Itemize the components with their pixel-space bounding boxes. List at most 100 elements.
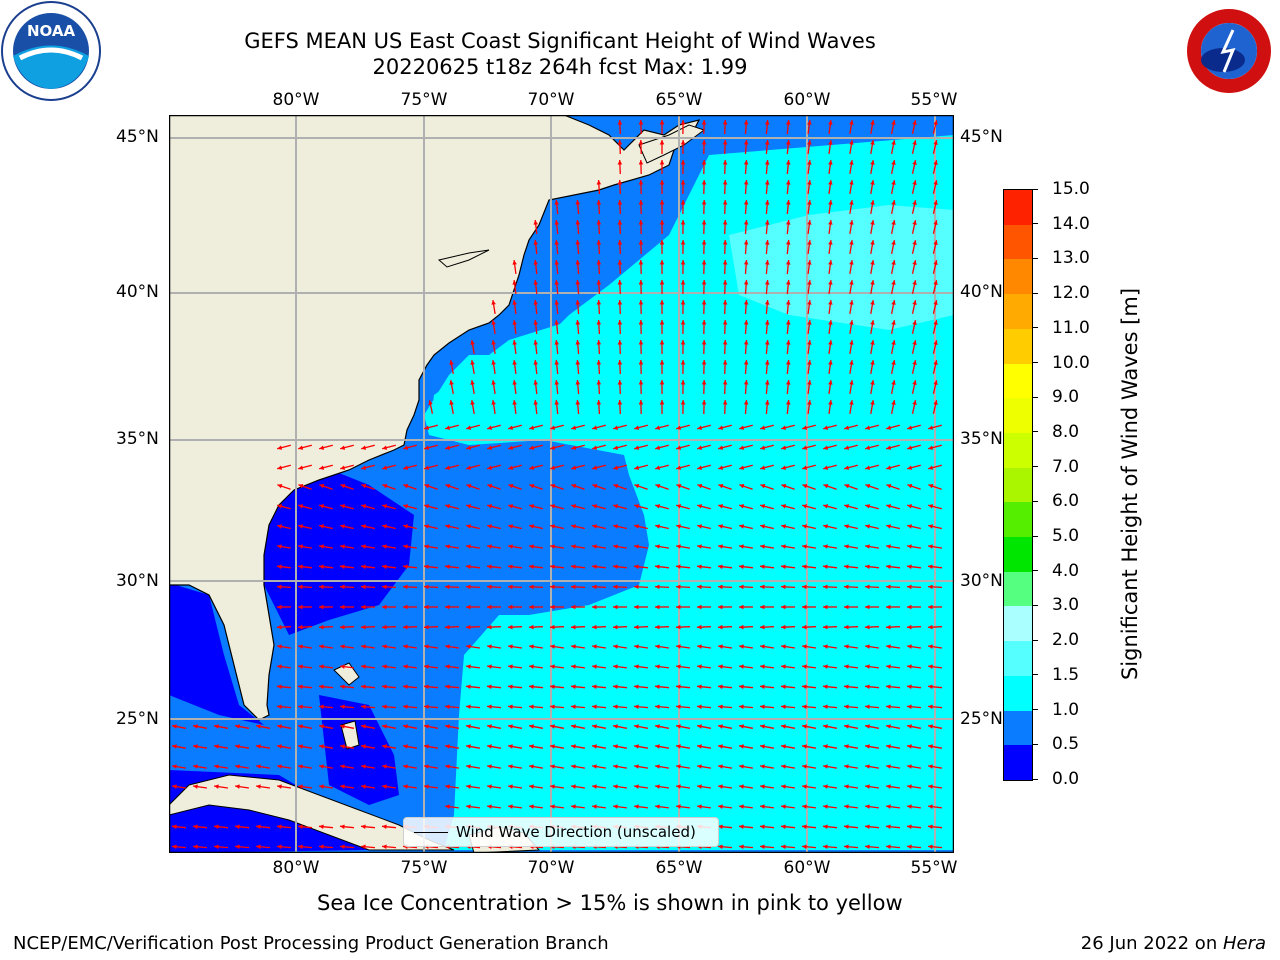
wind-arrow-head: [701, 360, 707, 365]
wind-arrow-head: [680, 340, 686, 345]
wind-arrow-head: [655, 524, 660, 529]
wind-arrow-head: [807, 180, 812, 185]
wind-arrow-head: [676, 784, 681, 789]
wind-arrow-head: [575, 360, 581, 365]
wind-arrow-head: [739, 425, 745, 430]
wind-arrow-head: [718, 425, 724, 430]
wind-arrow-head: [382, 644, 387, 649]
wind-arrow-head: [613, 804, 618, 809]
wind-arrow-head: [361, 824, 366, 829]
wind-arrow-head: [659, 380, 665, 385]
wind-arrow-head: [466, 764, 471, 769]
wind-arrow-head: [739, 784, 744, 789]
wind-arrow-head: [193, 784, 198, 789]
wind-arrow-head: [445, 425, 451, 430]
wind-arrow-head: [743, 300, 749, 305]
wind-arrow-head: [760, 684, 765, 689]
wind-arrow-head: [235, 744, 240, 749]
wind-arrow-head: [424, 664, 429, 669]
wind-arrow-head: [844, 784, 849, 789]
wind-arrow-head: [907, 664, 912, 669]
wind-arrow-head: [298, 544, 303, 549]
wind-arrow-head: [491, 400, 496, 405]
wind-arrow-head: [382, 544, 387, 549]
wind-arrow-head: [445, 784, 450, 789]
wind-arrow-head: [424, 484, 430, 489]
wind-arrow-head: [361, 544, 366, 549]
wind-arrow-head: [870, 120, 875, 125]
wind-arrow-head: [634, 724, 639, 729]
wind-arrow-head: [655, 644, 660, 649]
wind-arrow-head: [781, 664, 786, 669]
wind-arrow-head: [529, 524, 534, 529]
wind-arrow-head: [571, 564, 576, 569]
wind-arrow-head: [596, 300, 602, 305]
wind-arrow-head: [634, 624, 639, 630]
wind-arrow-head: [382, 764, 387, 769]
wind-arrow-head: [828, 380, 833, 385]
wind-arrow-head: [933, 180, 938, 185]
gridlines: [169, 115, 954, 853]
wind-arrow-head: [828, 140, 833, 145]
wind-arrow-head: [319, 684, 324, 689]
wind-arrow-head: [891, 140, 896, 145]
wind-arrow-head: [870, 180, 875, 185]
lat-label-right-40n: 40°N: [960, 282, 1003, 302]
wind-arrow-head: [849, 200, 854, 205]
wind-arrow-head: [655, 784, 660, 789]
wind-arrow-head: [634, 524, 639, 529]
wind-arrow-head: [844, 644, 849, 649]
wind-arrow-head: [596, 320, 602, 325]
wind-arrow-head: [470, 380, 475, 385]
wind-arrow-head: [739, 724, 744, 729]
wind-arrow-head: [765, 240, 770, 245]
wind-arrow-head: [487, 664, 492, 669]
wind-arrow-head: [470, 400, 475, 405]
wind-arrow-head: [870, 400, 875, 405]
wind-arrow-head: [802, 764, 807, 769]
wind-arrow-head: [508, 624, 513, 630]
wind-arrow-head: [823, 564, 828, 569]
wind-arrow-head: [886, 544, 891, 549]
wind-arrow-head: [613, 484, 619, 489]
wind-arrow-head: [865, 604, 870, 610]
wind-arrow-head: [865, 824, 870, 829]
wind-arrow-head: [592, 425, 598, 430]
wind-arrow-head: [424, 445, 430, 450]
wind-arrow-head: [823, 544, 828, 549]
wind-arrow-head: [743, 180, 749, 185]
wind-arrow-head: [214, 824, 219, 829]
wind-arrow-head: [802, 684, 807, 689]
colorbar-tick-label: 14.0: [1052, 213, 1090, 234]
wind-arrow-head: [676, 544, 681, 549]
wind-arrow-head: [865, 804, 870, 809]
wind-arrow-head: [550, 504, 556, 509]
wind-arrow-head: [912, 360, 917, 365]
wind-arrow-head: [487, 764, 492, 769]
wind-arrow-head: [849, 380, 854, 385]
wind-arrow-head: [907, 544, 912, 549]
wind-arrow-head: [638, 140, 644, 145]
wind-arrow-head: [739, 824, 744, 829]
wind-arrow-head: [361, 484, 367, 489]
wind-arrow-head: [891, 220, 896, 225]
wind-arrow-head: [298, 584, 303, 590]
wind-arrow-head: [277, 764, 282, 769]
wind-arrow-head: [828, 260, 833, 265]
wind-arrow-head: [928, 684, 933, 689]
wind-arrow-head: [886, 784, 891, 789]
wind-arrow-head: [592, 465, 598, 470]
colorbar-tick-label: 10.0: [1052, 352, 1090, 373]
map-area: [168, 114, 955, 854]
wind-arrow-head: [680, 120, 686, 125]
wind-arrow-head: [933, 280, 938, 285]
wind-arrow-head: [886, 684, 891, 689]
wind-arrow-head: [760, 844, 765, 849]
map-svg: [168, 114, 955, 854]
wind-arrow-head: [760, 704, 765, 709]
wind-arrow-head: [676, 664, 681, 669]
wind-arrow-head: [928, 804, 933, 809]
wind-arrow-head: [844, 804, 849, 809]
wind-arrow-head: [802, 644, 807, 649]
wind-arrow-head: [571, 724, 576, 729]
